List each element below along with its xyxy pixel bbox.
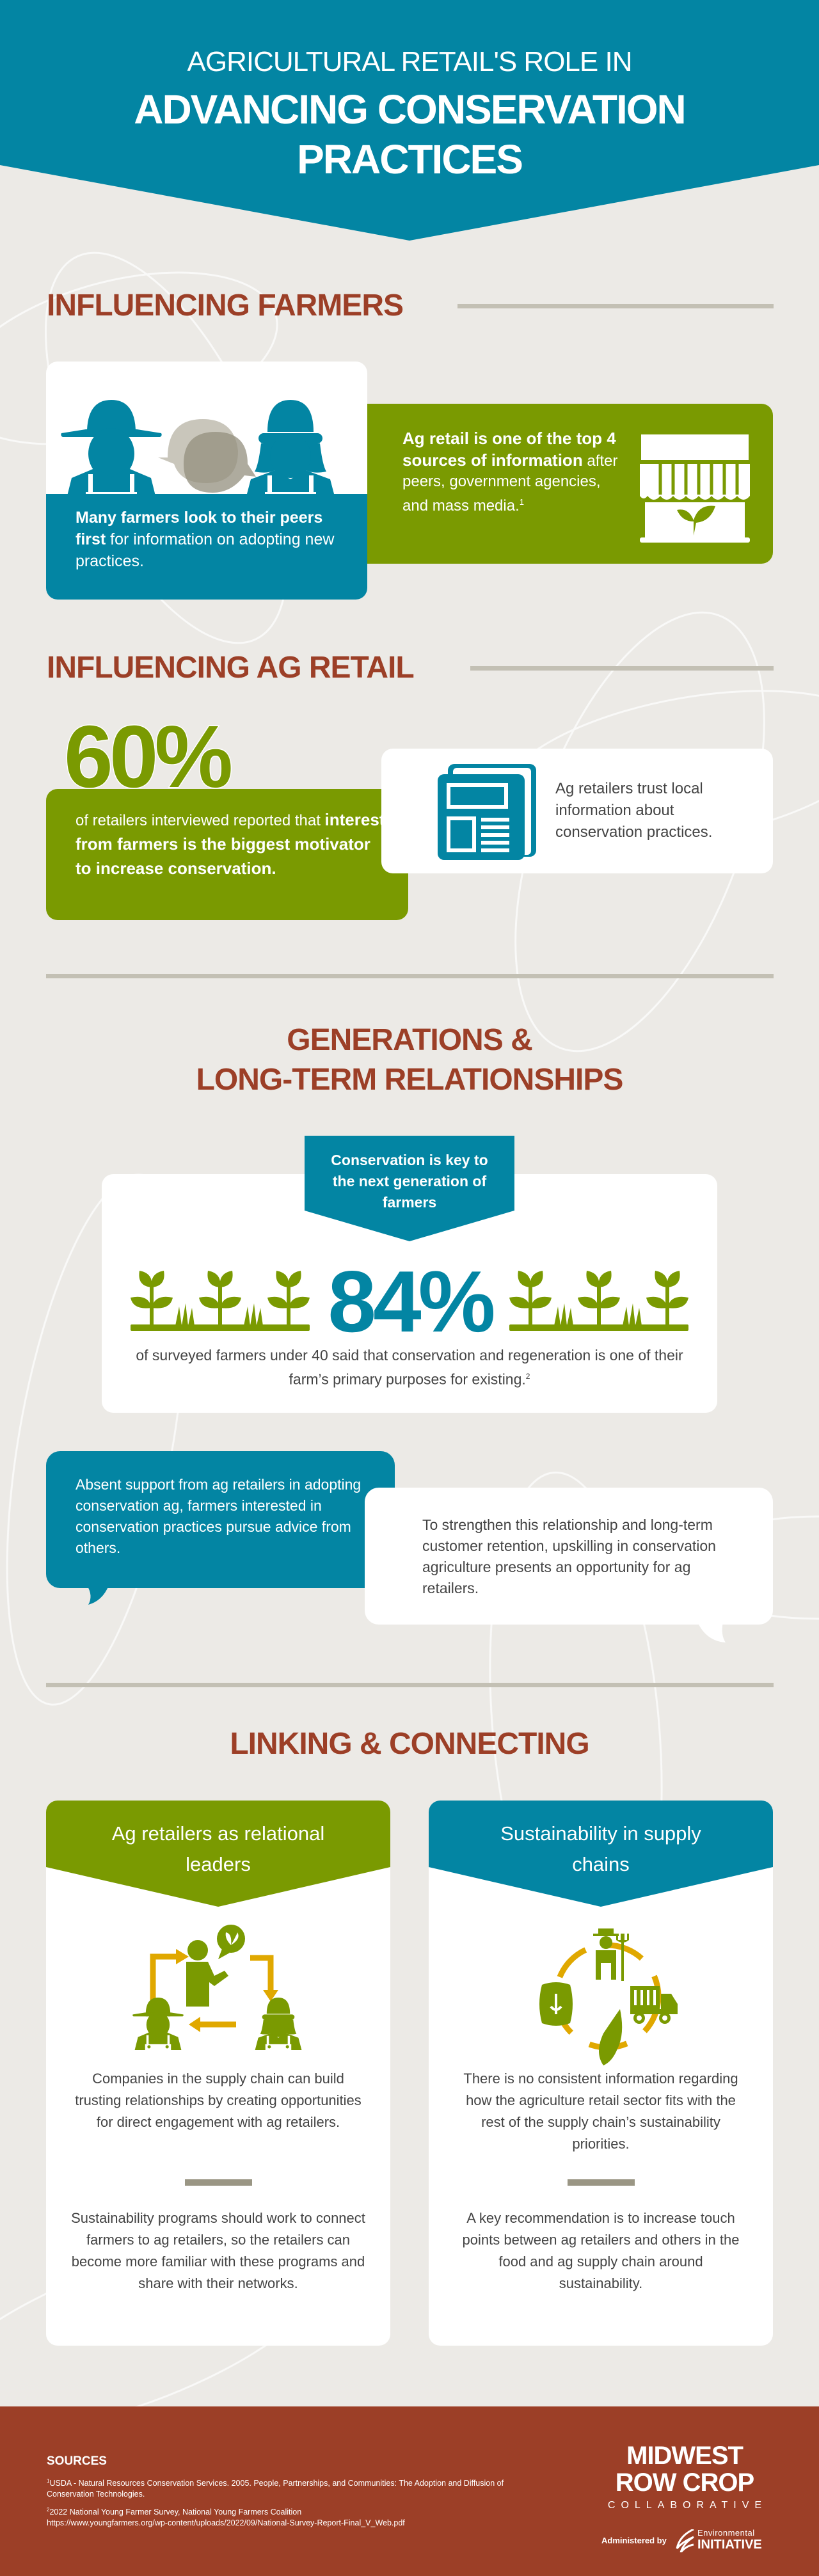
trust-card: Ag retailers trust local information abo… — [381, 749, 773, 873]
logo-line-2: ROW CROP — [615, 2469, 754, 2497]
seedlings-right-icon — [509, 1268, 689, 1332]
logo-line-3: COLLABORATIVE — [607, 2500, 768, 2511]
relational-leaders-header: Ag retailers as relational leaders — [46, 1801, 390, 1907]
speech-bubble-left: Absent support from ag retailers in adop… — [46, 1451, 395, 1588]
sources-title: SOURCES — [47, 2454, 107, 2468]
logo-line-1: MIDWEST — [626, 2442, 743, 2470]
supply-chains-paragraph-2: A key recommendation is to increase touc… — [462, 2210, 740, 2291]
card-separator — [185, 2179, 252, 2186]
speech-bubbles-icon — [158, 419, 256, 493]
footer: SOURCES 1USDA - Natural Resources Conser… — [0, 2406, 819, 2576]
section-heading-generations-line2: LONG-TERM RELATIONSHIPS — [196, 1063, 624, 1097]
section-heading-influencing-ag-retail: INFLUENCING AG RETAIL — [47, 651, 415, 685]
farmer-man-icon — [60, 395, 163, 504]
relational-leaders-paragraph-1: Companies in the supply chain can build … — [75, 2071, 362, 2130]
supply-chain-cycle-icon — [539, 1928, 678, 2065]
section-heading-generations-line1: GENERATIONS & — [287, 1023, 532, 1057]
section-divider — [46, 1683, 774, 1687]
section-divider — [46, 974, 774, 978]
header-title-line1: ADVANCING CONSERVATION — [134, 86, 687, 132]
peers-text: Many farmers look to their peers first f… — [76, 509, 335, 570]
newspaper-icon — [438, 764, 536, 860]
heading-rule — [457, 304, 774, 308]
retail-source-text: Ag retail is one of the top 4 sources of… — [402, 429, 618, 514]
relational-leaders-title: Ag retailers as relational leaders — [111, 1822, 325, 1875]
environmental-initiative-logo: Administered by Environmental INITIATIVE — [601, 2528, 774, 2554]
supply-chains-title: Sustainability in supply chains — [500, 1822, 701, 1875]
source-2: 22022 National Young Farmer Survey, Nati… — [47, 2507, 405, 2528]
peers-card: Many farmers look to their peers first f… — [46, 362, 367, 600]
stat-60-card: of retailers interviewed reported that i… — [46, 789, 408, 920]
header-subtitle: AGRICULTURAL RETAIL'S ROLE IN — [187, 46, 633, 77]
relational-leaders-card: Ag retailers as relational leaders Compa… — [46, 1801, 390, 2346]
seedlings-left-icon — [130, 1268, 310, 1332]
peers-card-caption: Many farmers look to their peers first f… — [46, 494, 367, 600]
stat-84-percent: 84% — [328, 1253, 495, 1350]
trust-text: Ag retailers trust local information abo… — [555, 780, 713, 841]
source-2-url[interactable]: https://www.youngfarmers.org/wp-content/… — [47, 2518, 405, 2528]
bubble-left-text: Absent support from ag retailers in adop… — [76, 1476, 362, 1556]
header-title-line2: PRACTICES — [297, 136, 523, 182]
administered-by-label: Administered by — [601, 2536, 667, 2545]
speech-bubble-left-tail — [87, 1586, 109, 1605]
stat-60-text: of retailers interviewed reported that i… — [76, 810, 385, 878]
storefront-plant-icon — [640, 434, 750, 543]
card-separator — [568, 2179, 635, 2186]
supply-chains-header: Sustainability in supply chains — [429, 1801, 773, 1907]
supply-chains-paragraph-1: There is no consistent information regar… — [463, 2071, 738, 2152]
farmer-woman-icon — [239, 395, 342, 504]
speech-bubble-right: To strengthen this relationship and long… — [365, 1488, 773, 1625]
section-heading-influencing-farmers: INFLUENCING FARMERS — [47, 289, 404, 322]
section-heading-linking: LINKING & CONNECTING — [230, 1727, 589, 1761]
bubble-right-text: To strengthen this relationship and long… — [422, 1516, 716, 1596]
relationship-cycle-icon — [129, 1925, 308, 2050]
midwest-row-crop-logo: MIDWEST ROW CROP COLLABORATIVE — [595, 2442, 774, 2511]
next-generation-text: Conservation is key to the next generati… — [331, 1152, 488, 1211]
source-1: 1USDA - Natural Resources Conservation S… — [47, 2478, 504, 2499]
environmental-initiative-swoosh-icon — [676, 2529, 694, 2552]
stat-84-text: of surveyed farmers under 40 said that c… — [136, 1347, 683, 1388]
speech-bubble-right-tail — [697, 1622, 726, 1642]
relational-leaders-paragraph-2: Sustainability programs should work to c… — [71, 2210, 365, 2291]
ei-line-2: INITIATIVE — [697, 2538, 762, 2552]
supply-chains-card: Sustainability in supply chains There is… — [429, 1801, 773, 2346]
stat-60-percent: 60% — [63, 708, 234, 806]
heading-rule — [470, 666, 774, 671]
ei-line-1: Environmental — [697, 2528, 755, 2538]
retail-source-card: Ag retail is one of the top 4 sources of… — [367, 404, 773, 564]
